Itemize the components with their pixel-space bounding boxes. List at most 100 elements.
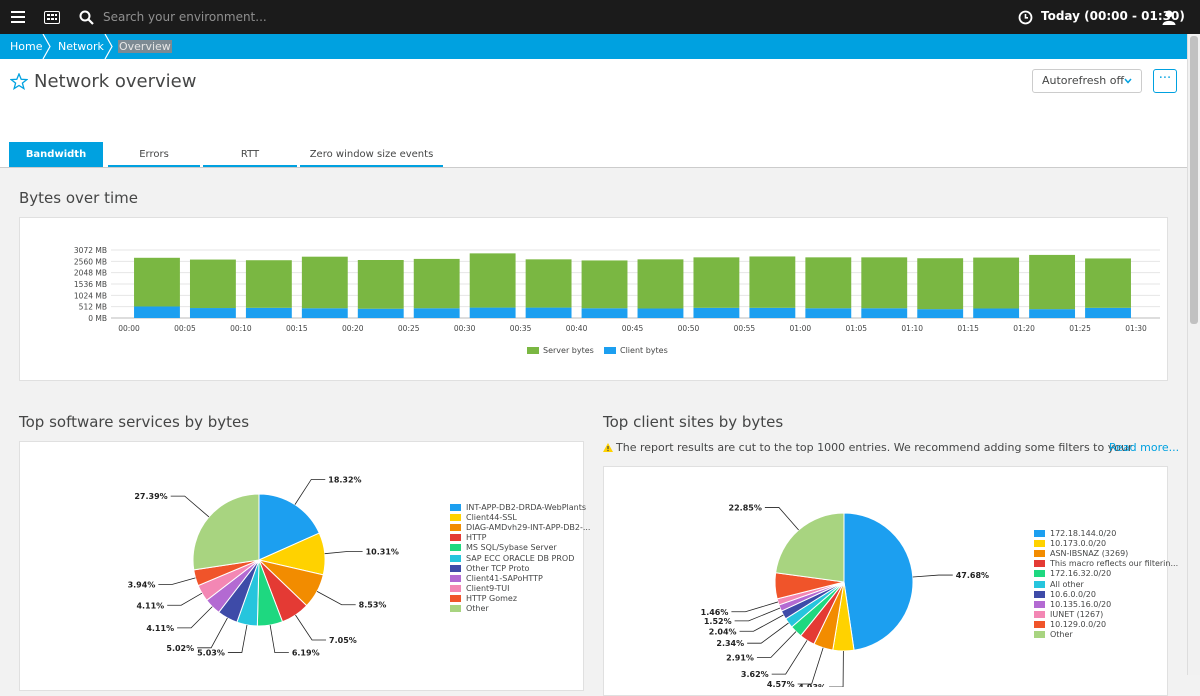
- pie-value-label: 22.85%: [729, 503, 762, 512]
- legend-item[interactable]: IUNET (1267): [1034, 610, 1103, 619]
- tab-bandwidth[interactable]: Bandwidth: [9, 142, 103, 167]
- legend-label: Other: [1050, 630, 1073, 639]
- legend-item[interactable]: ASN-IBSNAZ (3269): [1034, 549, 1128, 558]
- client-bytes-bar: [693, 307, 740, 318]
- server-bytes-bar: [1029, 254, 1076, 310]
- pie-slice: [258, 493, 320, 561]
- legend-item[interactable]: All other: [1034, 580, 1084, 589]
- tab-rtt[interactable]: RTT: [203, 142, 297, 167]
- legend-item[interactable]: Client9-TUI: [450, 584, 510, 593]
- sites-pie-chart: 47.68%4.93%4.57%3.62%2.91%2.34%2.04%1.52…: [701, 503, 989, 687]
- legend-label: Other: [466, 604, 489, 613]
- breadcrumb-overview[interactable]: Overview: [118, 40, 172, 53]
- pie-value-label: 1.52%: [704, 617, 732, 626]
- legend-item[interactable]: 172.16.32.0/20: [1034, 569, 1111, 578]
- client-bytes-bar: [1029, 309, 1076, 318]
- legend-item[interactable]: HTTP: [450, 533, 486, 542]
- timeframe-selector[interactable]: Today (00:00 - 01:30): [1041, 9, 1185, 23]
- pie-leader-line: [294, 479, 326, 505]
- client-bytes-bar: [861, 308, 908, 318]
- legend-label: INT-APP-DB2-DRDA-WebPlants: [466, 503, 587, 512]
- x-tick-label: 00:35: [510, 324, 532, 333]
- legend-label: 172.18.144.0/20: [1050, 529, 1117, 538]
- search-input[interactable]: Search your environment...: [103, 10, 267, 24]
- pie-leader-line: [177, 606, 213, 629]
- x-tick-label: 00:55: [734, 324, 756, 333]
- read-more-link[interactable]: Read more...: [1109, 441, 1180, 454]
- pie-slice: [843, 512, 914, 651]
- server-legend-label: Server bytes: [543, 346, 594, 355]
- client-bytes-bar: [637, 308, 684, 318]
- search-icon[interactable]: [77, 0, 95, 34]
- legend-item[interactable]: 10.135.16.0/20: [1034, 600, 1111, 609]
- autorefresh-dropdown[interactable]: Autorefresh off: [1032, 69, 1142, 93]
- autorefresh-label: Autorefresh off: [1042, 74, 1125, 87]
- breadcrumb-network[interactable]: Network: [58, 40, 104, 53]
- server-bytes-bar: [581, 260, 628, 309]
- pie-leader-line: [756, 631, 797, 658]
- pie-leader-line: [797, 647, 824, 685]
- tab-zero-window[interactable]: Zero window size events: [300, 142, 443, 167]
- server-bytes-bar: [973, 257, 1020, 309]
- top-bar: Search your environment... Today (00:00 …: [0, 0, 1200, 34]
- server-bytes-bar: [693, 257, 740, 308]
- legend-item[interactable]: 10.173.0.0/20: [1034, 539, 1106, 548]
- legend-item[interactable]: 172.18.144.0/20: [1034, 529, 1116, 538]
- warning-icon: [603, 443, 613, 452]
- legend-item[interactable]: HTTP Gomez: [450, 594, 517, 603]
- star-icon[interactable]: [10, 73, 28, 90]
- pie-value-label: 5.02%: [166, 644, 194, 653]
- client-bytes-bar: [134, 306, 180, 318]
- legend-item[interactable]: Other: [450, 604, 489, 613]
- pie-leader-line: [295, 614, 327, 641]
- pie-value-label: 1.46%: [701, 608, 729, 617]
- legend-swatch: [450, 584, 461, 592]
- scrollbar-thumb[interactable]: [1190, 36, 1198, 324]
- legend-swatch: [450, 564, 461, 572]
- legend-item[interactable]: INT-APP-DB2-DRDA-WebPlants: [450, 503, 586, 512]
- pie-leader-line: [324, 550, 363, 555]
- pie-leader-line: [227, 624, 248, 653]
- legend-item[interactable]: 10.6.0.0/20: [1034, 590, 1096, 599]
- x-tick-label: 00:40: [566, 324, 588, 333]
- legend-item[interactable]: 10.129.0.0/20: [1034, 620, 1106, 629]
- user-icon[interactable]: [1160, 0, 1178, 34]
- legend-item[interactable]: MS SQL/Sybase Server: [450, 543, 557, 552]
- legend-item[interactable]: SAP ECC ORACLE DB PROD: [450, 554, 574, 563]
- services-pie-chart: 18.32% 10.31% 8.53% 7.05% 6.19% 5.03%5.02% 4.1…: [128, 475, 399, 657]
- legend-item[interactable]: Other: [1034, 630, 1073, 639]
- header-divider: [0, 167, 1187, 168]
- breadcrumb-separator-icon: [42, 34, 51, 59]
- pie-value-label: 3.94%: [128, 580, 156, 589]
- x-tick-label: 00:15: [286, 324, 308, 333]
- tab-errors[interactable]: Errors: [108, 142, 200, 167]
- pie-value-label: 4.57%: [767, 680, 795, 687]
- pie-value-label: 47.68%: [956, 571, 989, 580]
- dashboard-icon[interactable]: [42, 0, 62, 34]
- server-bytes-bar: [469, 253, 516, 308]
- pie-leader-line: [912, 574, 953, 578]
- pie-leader-line: [269, 624, 289, 654]
- legend-swatch: [450, 504, 461, 511]
- more-button[interactable]: ···: [1153, 69, 1177, 93]
- legend-label: 10.135.16.0/20: [1050, 599, 1112, 609]
- client-bytes-bar: [525, 307, 572, 318]
- legend-item[interactable]: Other TCP Proto: [450, 564, 529, 573]
- legend-item[interactable]: Client41-SAPoHTTP: [450, 574, 543, 583]
- legend-label: 10.173.0.0/20: [1050, 539, 1107, 549]
- legend-item[interactable]: This macro reflects our filterin...: [1034, 559, 1178, 568]
- breadcrumb-home[interactable]: Home: [10, 40, 43, 53]
- pie-value-label: 10.31%: [366, 547, 399, 556]
- legend-swatch: [450, 534, 461, 542]
- page-scrollbar[interactable]: [1187, 34, 1200, 675]
- server-bytes-bar: [525, 259, 572, 308]
- clock-icon[interactable]: [1016, 0, 1034, 34]
- legend-item[interactable]: Client44-SSL: [450, 513, 517, 522]
- menu-icon[interactable]: [8, 0, 28, 34]
- legend-item[interactable]: DIAG-AMDvh29-INT-APP-DB2-...: [450, 523, 590, 532]
- pie-leader-line: [829, 650, 844, 687]
- legend-swatch: [450, 605, 461, 612]
- legend-swatch: [1034, 600, 1045, 608]
- client-bytes-bar: [301, 308, 348, 318]
- legend-swatch: [1034, 610, 1045, 618]
